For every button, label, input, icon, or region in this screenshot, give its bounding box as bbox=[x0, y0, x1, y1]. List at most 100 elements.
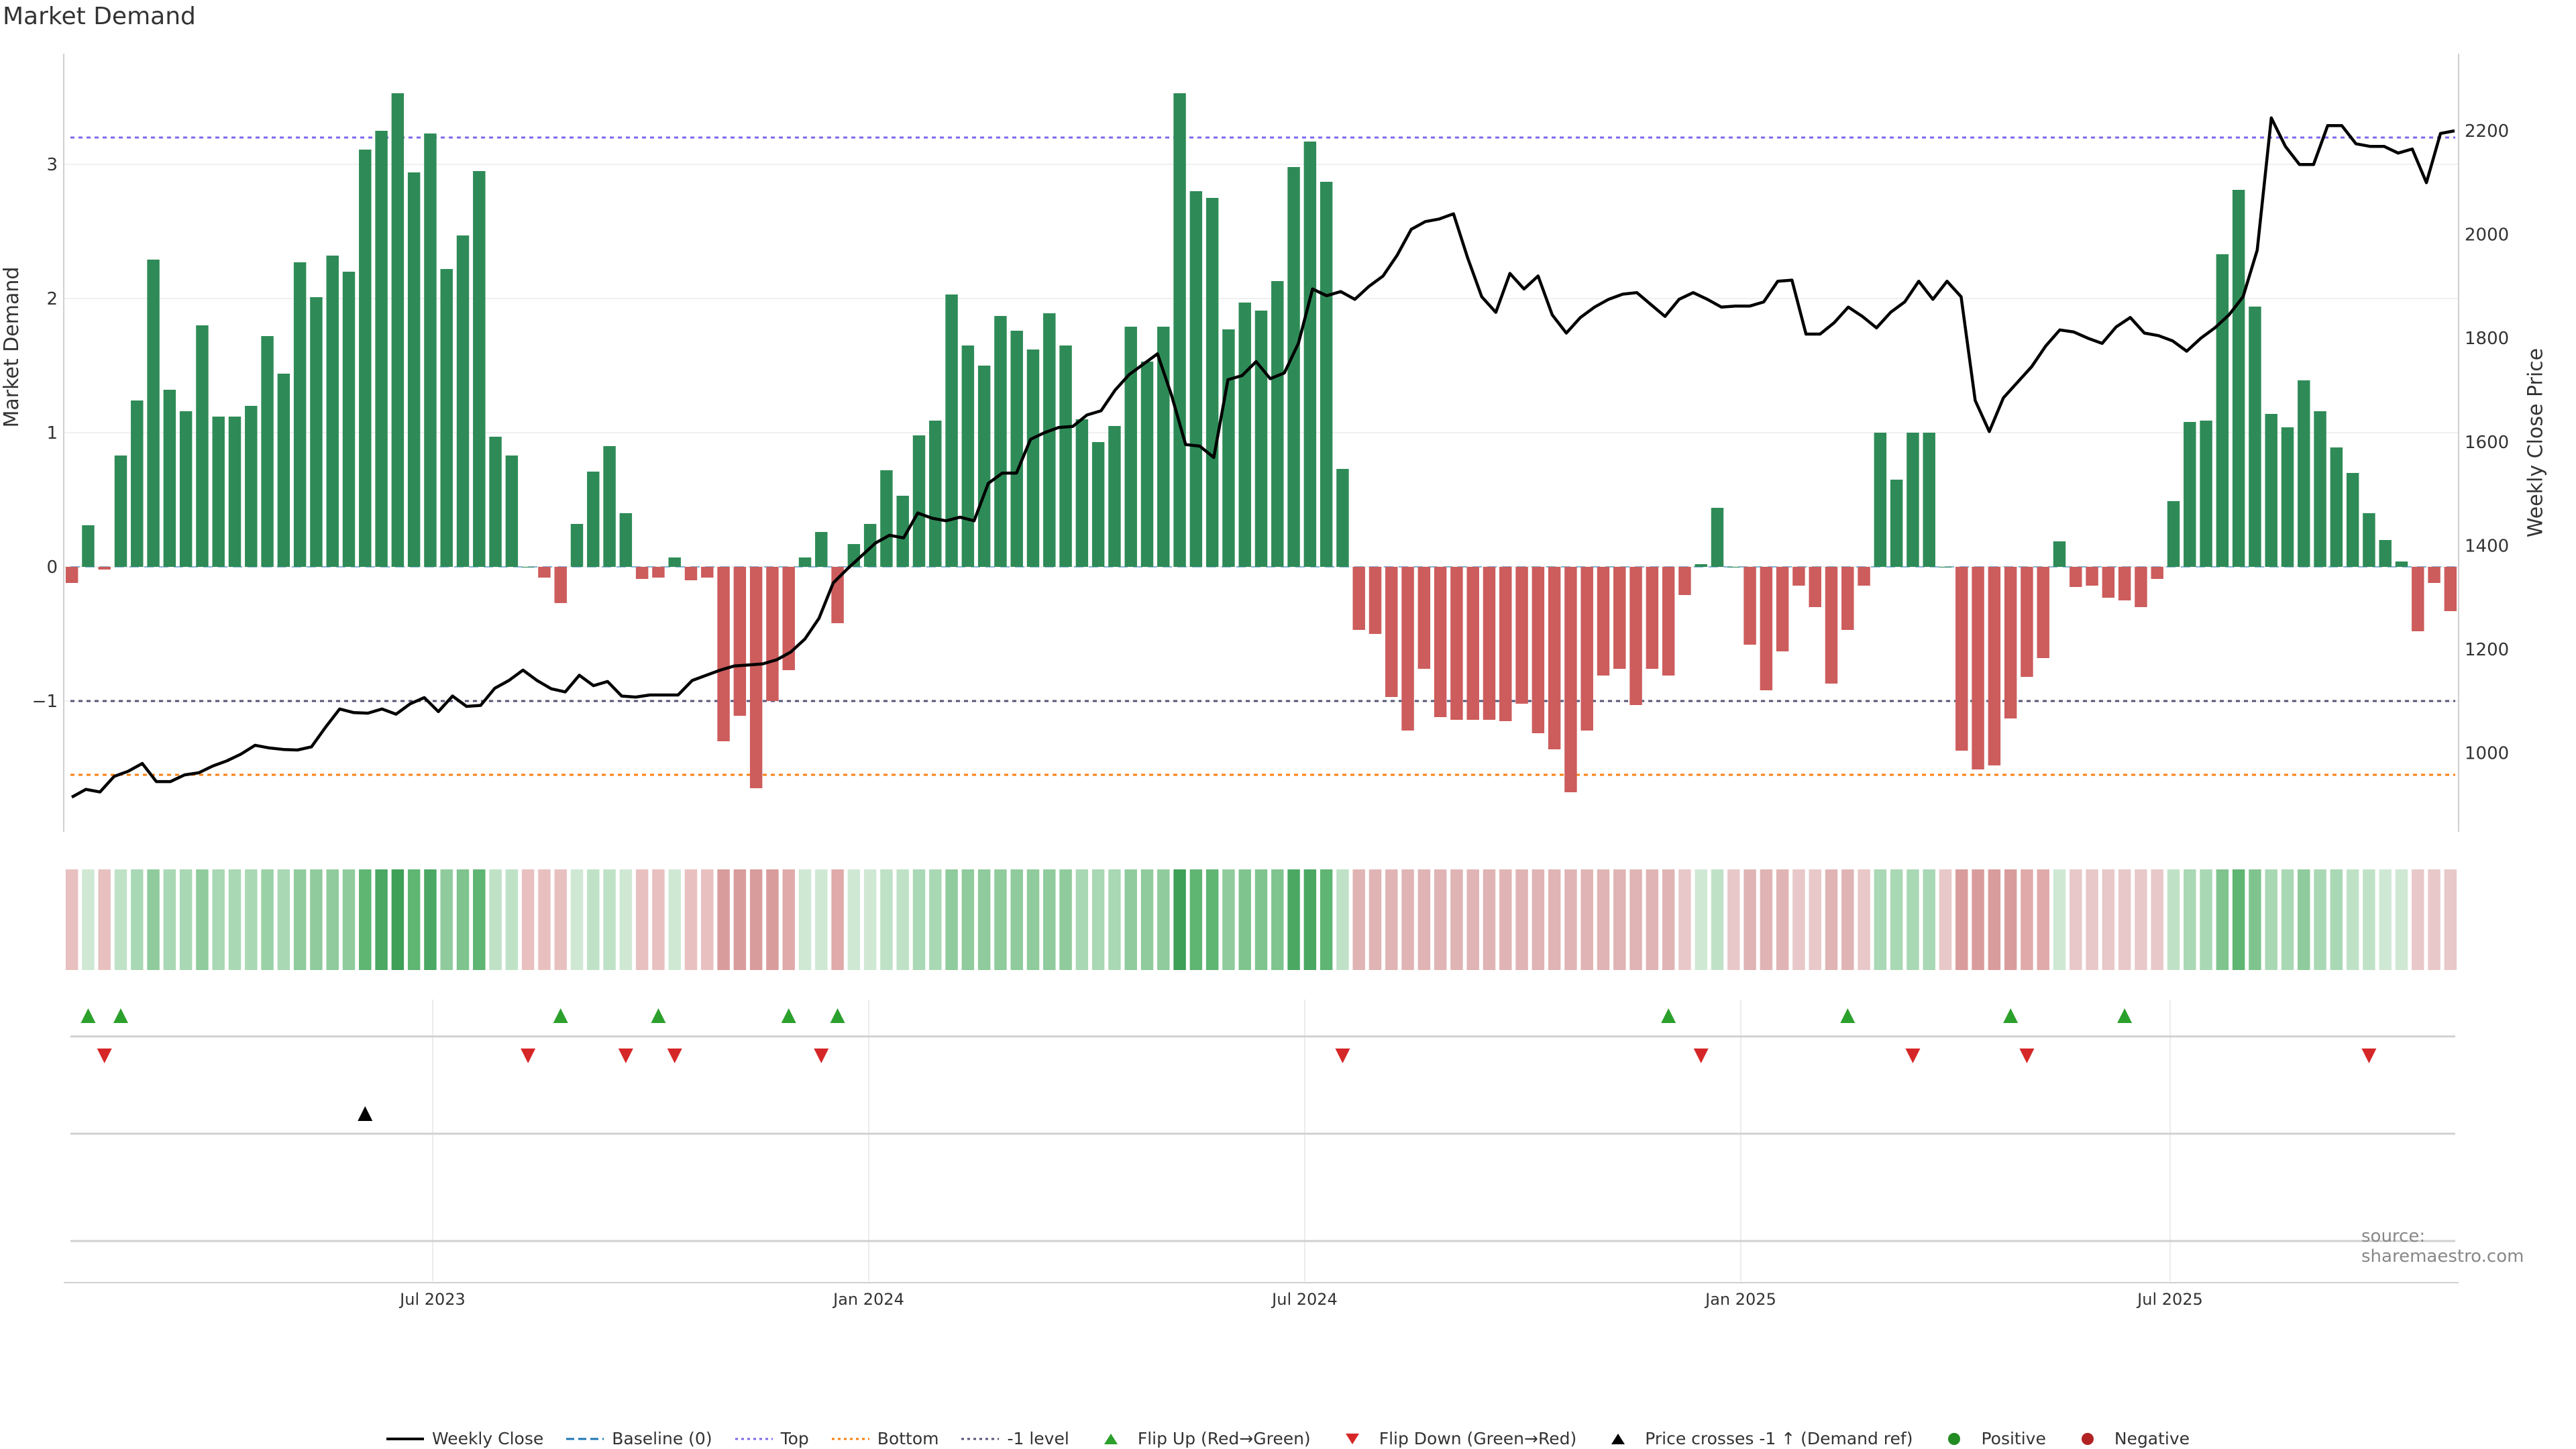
heat-cell bbox=[1157, 869, 1170, 970]
demand-bar bbox=[733, 567, 747, 716]
demand-bar bbox=[798, 557, 812, 567]
x-tick-label: Jan 2024 bbox=[832, 1290, 904, 1309]
demand-bar bbox=[1515, 567, 1528, 704]
heat-cell bbox=[2314, 869, 2326, 970]
demand-bar bbox=[2265, 414, 2277, 567]
weekly-close-line bbox=[70, 116, 2455, 799]
heat-cell bbox=[782, 869, 795, 970]
demand-bar bbox=[1711, 508, 1724, 567]
demand-bar bbox=[912, 435, 926, 567]
heat-cell bbox=[1059, 869, 1072, 970]
demand-bar bbox=[1059, 345, 1072, 567]
heat-cell bbox=[424, 869, 437, 970]
x-tick-label: Jul 2024 bbox=[1271, 1290, 1338, 1309]
demand-bar bbox=[2314, 411, 2326, 567]
demand-bar bbox=[1075, 419, 1089, 567]
heat-cell bbox=[554, 869, 567, 970]
heat-cell bbox=[1043, 869, 1056, 970]
heat-cell bbox=[733, 869, 747, 970]
demand-bar bbox=[114, 455, 127, 567]
legend-item: Flip Up (Red→Green) bbox=[1092, 1429, 1311, 1448]
legend-item: Price crosses -1 ↑ (Demand ref) bbox=[1599, 1429, 1913, 1448]
demand-bar bbox=[1434, 567, 1447, 717]
demand-bar bbox=[1320, 182, 1333, 567]
demand-bar bbox=[2346, 473, 2359, 567]
demand-bar bbox=[2184, 422, 2196, 567]
flip-down-marker bbox=[1693, 1049, 1709, 1063]
flip-down-marker bbox=[1335, 1049, 1350, 1063]
heat-cell bbox=[375, 869, 388, 970]
heat-cell bbox=[2151, 869, 2163, 970]
demand-bar bbox=[1368, 567, 1382, 634]
demand-bar bbox=[1205, 198, 1219, 567]
heat-cell bbox=[196, 869, 209, 970]
heat-cell bbox=[521, 869, 535, 970]
heat-cell bbox=[179, 869, 193, 970]
demand-bar bbox=[554, 567, 567, 603]
demand-bar bbox=[407, 172, 421, 567]
demand-bar bbox=[440, 269, 453, 567]
flip-up-marker bbox=[553, 1008, 568, 1023]
demand-bar bbox=[2151, 567, 2163, 579]
demand-bar bbox=[1173, 93, 1186, 567]
demand-bar bbox=[2428, 567, 2440, 583]
heat-cell bbox=[1743, 869, 1756, 970]
demand-bar bbox=[2216, 254, 2229, 567]
demand-bar bbox=[570, 524, 584, 567]
demand-bar bbox=[2249, 307, 2261, 567]
heat-cell bbox=[2037, 869, 2049, 970]
demand-bar bbox=[1760, 567, 1773, 690]
heat-cell bbox=[717, 869, 730, 970]
demand-bar bbox=[1401, 567, 1414, 731]
heat-cell bbox=[2184, 869, 2196, 970]
heat-cell bbox=[619, 869, 633, 970]
heat-cell bbox=[994, 869, 1007, 970]
heat-cell bbox=[945, 869, 958, 970]
demand-bar bbox=[2363, 513, 2375, 567]
weekly-close-line bbox=[70, 116, 2455, 799]
legend-item: Positive bbox=[1935, 1429, 2046, 1448]
y-tick-label: 0 bbox=[46, 557, 58, 578]
heat-cell bbox=[1760, 869, 1773, 970]
x-tick-label: Jan 2025 bbox=[1704, 1290, 1776, 1309]
demand-bar bbox=[473, 171, 486, 567]
demand-bar bbox=[2102, 567, 2115, 598]
legend-label: Weekly Close bbox=[431, 1429, 544, 1448]
heat-cell bbox=[1613, 869, 1626, 970]
heat-cell bbox=[1352, 869, 1365, 970]
demand-bar bbox=[538, 567, 551, 578]
heat-cell bbox=[2281, 869, 2294, 970]
heat-cell bbox=[2021, 869, 2033, 970]
heat-cell bbox=[489, 869, 502, 970]
flip-down-marker bbox=[521, 1049, 536, 1063]
y2-tick-label: 2200 bbox=[2465, 121, 2509, 142]
demand-bar bbox=[977, 366, 991, 567]
demand-bar bbox=[342, 272, 356, 567]
heat-cell bbox=[2379, 869, 2392, 970]
demand-bar bbox=[684, 567, 698, 580]
demand-bar bbox=[1890, 480, 1903, 567]
heat-cell bbox=[1026, 869, 1040, 970]
demand-bar bbox=[1499, 567, 1512, 721]
demand-bar bbox=[1678, 567, 1691, 595]
demand-bar bbox=[1695, 564, 1707, 567]
demand-bar bbox=[961, 345, 975, 567]
demand-bar bbox=[1923, 433, 1935, 567]
flip-down-marker bbox=[618, 1049, 633, 1063]
x-tick-label: Jul 2025 bbox=[2136, 1290, 2203, 1309]
reference-lines bbox=[70, 136, 2455, 776]
demand-bar bbox=[2004, 567, 2017, 718]
heat-cell bbox=[1923, 869, 1935, 970]
heat-cell bbox=[1303, 869, 1317, 970]
demand-bar bbox=[505, 455, 519, 567]
heat-cell bbox=[1841, 869, 1854, 970]
heat-cell bbox=[473, 869, 486, 970]
y-tick-label: 3 bbox=[46, 155, 58, 175]
heat-cell bbox=[1907, 869, 1919, 970]
demand-bar bbox=[2395, 561, 2408, 567]
demand-bar bbox=[196, 325, 209, 567]
demand-bar bbox=[1907, 433, 1919, 567]
demand-heat-strip bbox=[65, 869, 2457, 970]
heat-cell bbox=[1792, 869, 1805, 970]
demand-bar bbox=[2412, 567, 2424, 631]
